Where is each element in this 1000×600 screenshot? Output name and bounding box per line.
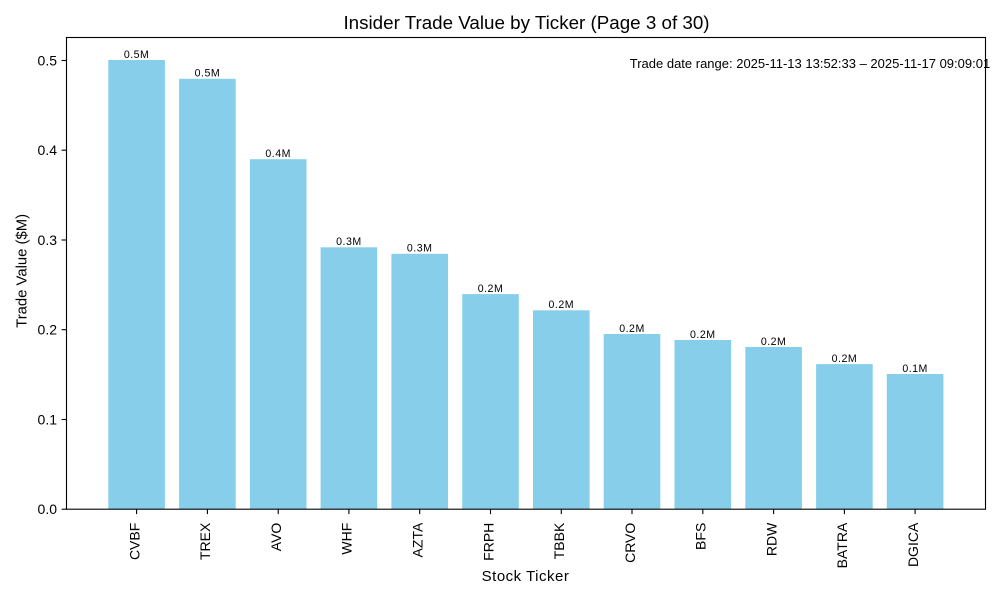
svg-text:WHF: WHF: [339, 523, 355, 555]
svg-text:FRPH: FRPH: [480, 523, 496, 561]
svg-text:0.1M: 0.1M: [902, 363, 928, 375]
svg-text:0.4: 0.4: [38, 142, 58, 158]
svg-text:0.4M: 0.4M: [265, 148, 291, 160]
svg-text:Trade Value ($M): Trade Value ($M): [15, 214, 31, 328]
svg-text:TREX: TREX: [197, 522, 213, 560]
svg-text:0.5M: 0.5M: [124, 49, 150, 61]
svg-text:Insider Trade Value by Ticker: Insider Trade Value by Ticker (Page 3 of…: [343, 12, 709, 33]
svg-text:Trade date range: 2025-11-13 1: Trade date range: 2025-11-13 13:52:33 – …: [630, 56, 990, 71]
svg-text:RDW: RDW: [763, 522, 779, 556]
svg-text:0.3: 0.3: [38, 232, 58, 248]
svg-text:0.2M: 0.2M: [549, 299, 575, 311]
svg-text:0.3M: 0.3M: [407, 243, 433, 255]
svg-text:0.1: 0.1: [38, 411, 58, 427]
svg-text:TBBK: TBBK: [551, 522, 567, 559]
svg-text:0.2M: 0.2M: [832, 353, 858, 365]
svg-text:AZTA: AZTA: [410, 522, 426, 557]
svg-text:0.0: 0.0: [38, 501, 58, 517]
svg-text:0.2M: 0.2M: [690, 329, 716, 341]
svg-text:0.2M: 0.2M: [478, 283, 504, 295]
svg-text:BATRA: BATRA: [834, 522, 850, 568]
svg-text:Stock Ticker: Stock Ticker: [482, 568, 570, 585]
svg-text:AVO: AVO: [268, 523, 284, 552]
svg-text:BFS: BFS: [693, 523, 709, 550]
svg-text:DGICA: DGICA: [905, 522, 921, 567]
svg-text:0.2: 0.2: [38, 322, 58, 338]
svg-text:CRVO: CRVO: [622, 523, 638, 563]
svg-text:0.2M: 0.2M: [761, 336, 787, 348]
svg-text:0.5M: 0.5M: [195, 68, 221, 80]
svg-text:0.3M: 0.3M: [336, 236, 362, 248]
svg-text:0.2M: 0.2M: [619, 323, 645, 335]
svg-text:CVBF: CVBF: [126, 523, 142, 560]
svg-text:0.5: 0.5: [38, 52, 58, 68]
